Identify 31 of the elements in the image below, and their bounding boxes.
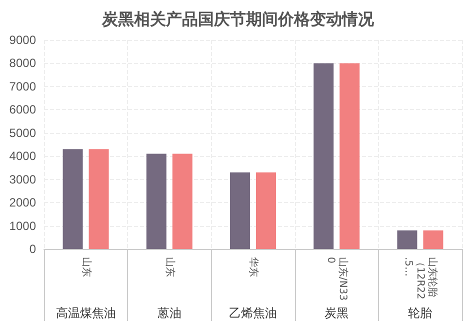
bar — [423, 230, 444, 249]
chart-title: 炭黑相关产品国庆节期间价格变动情况 — [101, 10, 375, 28]
bar — [230, 172, 250, 249]
text: 高温煤焦油 — [56, 306, 116, 320]
x-tick-label: 华东 — [248, 257, 260, 277]
x-tick-label: 山东轮胎（12R22.5… — [402, 257, 439, 300]
y-tick-label: 8000 — [9, 56, 36, 70]
bar — [88, 149, 109, 249]
bar — [314, 63, 334, 249]
y-tick-label: 2000 — [9, 196, 36, 210]
y-tick-label: 7000 — [9, 79, 36, 94]
bar — [62, 149, 83, 249]
bar — [256, 172, 276, 249]
y-tick-label: 9000 — [9, 33, 36, 47]
text: 炭黑 — [324, 306, 349, 320]
bar — [172, 154, 192, 249]
y-tick-label: 0 — [29, 242, 36, 256]
y-tick-label: 4000 — [9, 149, 36, 164]
x-tick-label: 山东 — [164, 257, 176, 277]
text: 蒽油 — [157, 306, 182, 320]
x-tick-label: 山东/N330 — [325, 257, 350, 301]
y-tick-label: 1000 — [9, 218, 36, 233]
text: 轮胎 — [408, 306, 432, 320]
text: 乙烯焦油 — [229, 306, 277, 320]
bar — [340, 63, 360, 249]
bar — [146, 154, 166, 249]
bar — [397, 230, 418, 249]
x-tick-label: 山东 — [80, 257, 92, 277]
y-tick-label: 5000 — [9, 126, 36, 140]
y-tick-label: 3000 — [9, 172, 36, 186]
y-tick-label: 6000 — [9, 102, 36, 117]
